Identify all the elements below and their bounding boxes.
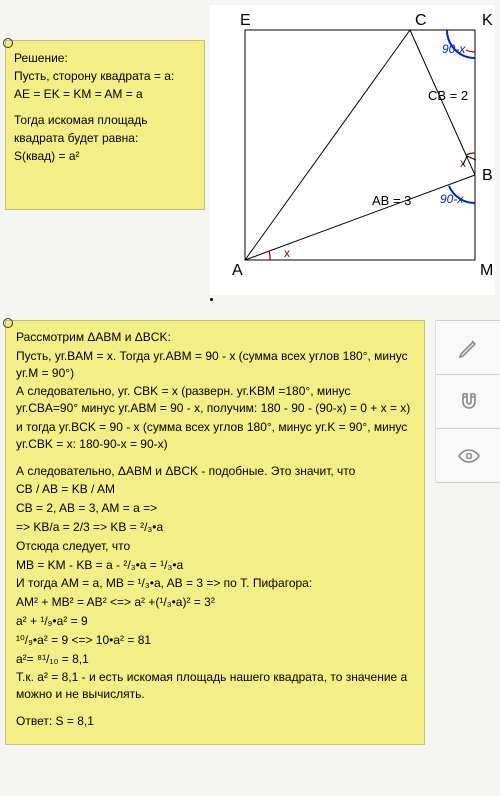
intro-line: AE = EK = KM = AM = a bbox=[14, 85, 196, 103]
intro-line: квадрата будет равна: bbox=[14, 129, 196, 147]
vertex-A: A bbox=[232, 262, 243, 279]
angle-90x-at-B: 90-x bbox=[440, 192, 464, 206]
vertex-B: B bbox=[482, 167, 493, 184]
eye-icon bbox=[457, 444, 481, 468]
solution-line: CB / AB = KB / AM bbox=[16, 481, 414, 498]
solution-line: a²= ⁸¹/₁₀ = 8,1 bbox=[16, 651, 414, 668]
pencil-icon bbox=[457, 336, 481, 360]
intro-line: Тогда искомая площадь bbox=[14, 111, 196, 129]
solution-body-panel: Рассмотрим ΔABM и ΔBCK: Пусть, уг.BAM = … bbox=[5, 320, 425, 745]
vertex-K: K bbox=[482, 12, 493, 29]
solution-line: И тогда AM = a, MB = ¹/₃•a, AB = 3 => по… bbox=[16, 575, 414, 592]
visibility-button[interactable] bbox=[436, 428, 500, 483]
vertex-M: M bbox=[480, 262, 493, 279]
tools-sidebar bbox=[435, 320, 500, 482]
solution-line: CB = 2, AB = 3, AM = a => bbox=[16, 500, 414, 517]
pencil-button[interactable] bbox=[436, 320, 500, 375]
side-AB-label: AB = 3 bbox=[372, 193, 411, 208]
angle-x-at-B: x bbox=[460, 156, 466, 170]
panel-handle bbox=[3, 38, 13, 48]
solution-answer: Ответ: S = 8,1 bbox=[16, 713, 414, 730]
geometry-diagram: E C K A M B CB = 2 AB = 3 x x 90-x 90-x bbox=[210, 5, 495, 295]
solution-line: MB = KM - KB = a - ²/₃•a = ¹/₃•a bbox=[16, 557, 414, 574]
vertex-C: C bbox=[415, 12, 427, 29]
solution-line: Т.к. a² = 8,1 - и есть искомая площадь н… bbox=[16, 669, 414, 703]
solution-line: ¹⁰/₉•a² = 9 <=> 10•a² = 81 bbox=[16, 632, 414, 649]
vertex-E: E bbox=[240, 12, 251, 29]
solution-line: a² + ¹/₉•a² = 9 bbox=[16, 613, 414, 630]
solution-line: => KB/a = 2/3 => KB = ²/₃•a bbox=[16, 519, 414, 536]
intro-line: Пусть, сторону квадрата = a: bbox=[14, 67, 196, 85]
angle-90x-at-K: 90-x bbox=[442, 42, 466, 56]
intro-line: Решение: bbox=[14, 49, 196, 67]
magnet-button[interactable] bbox=[436, 374, 500, 429]
solution-line: А следовательно, ΔABM и ΔBCK - подобные.… bbox=[16, 463, 414, 480]
solution-line: Пусть, уг.BAM = x. Тогда уг.ABM = 90 - x… bbox=[16, 348, 414, 382]
intro-line: S(квад) = a² bbox=[14, 147, 196, 165]
solution-line: AM² + MB² = AB² <=> a² +(¹/₃•a)² = 3² bbox=[16, 594, 414, 611]
angle-x-at-A: x bbox=[284, 246, 290, 260]
stray-dot bbox=[210, 298, 213, 301]
panel-handle bbox=[3, 318, 13, 328]
solution-intro-panel: Решение: Пусть, сторону квадрата = a: AE… bbox=[5, 40, 205, 210]
solution-line: А следовательно, уг. CBK = x (разверн. у… bbox=[16, 383, 414, 417]
side-CB-label: CB = 2 bbox=[428, 88, 468, 103]
magnet-icon bbox=[457, 390, 481, 414]
solution-line: и тогда уг.BCK = 90 - x (сумма всех угло… bbox=[16, 419, 414, 453]
solution-line: Отсюда следует, что bbox=[16, 538, 414, 555]
solution-line: Рассмотрим ΔABM и ΔBCK: bbox=[16, 329, 414, 346]
